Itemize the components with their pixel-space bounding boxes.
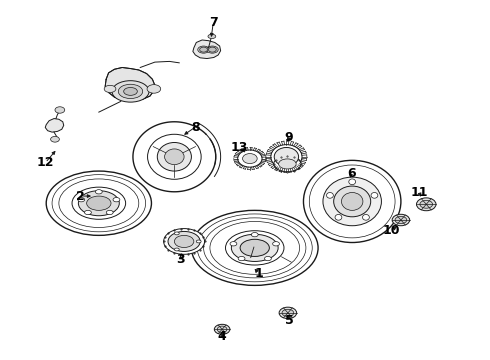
Ellipse shape [206,46,218,53]
Text: 13: 13 [230,141,248,154]
Text: 8: 8 [191,121,199,134]
Ellipse shape [157,143,192,171]
Ellipse shape [85,210,91,215]
Ellipse shape [323,177,381,226]
Ellipse shape [200,47,207,52]
Ellipse shape [78,191,119,216]
Ellipse shape [192,210,318,285]
Text: 12: 12 [36,156,54,169]
Polygon shape [105,67,155,101]
Ellipse shape [113,198,120,202]
Ellipse shape [303,160,401,243]
Ellipse shape [371,193,378,198]
Ellipse shape [78,198,85,202]
Text: 1: 1 [254,267,263,280]
Polygon shape [45,118,64,132]
Ellipse shape [46,171,151,235]
Ellipse shape [72,187,125,219]
Ellipse shape [55,107,65,113]
Ellipse shape [50,136,59,142]
Ellipse shape [279,307,296,319]
Ellipse shape [363,215,369,220]
Ellipse shape [96,190,102,194]
Ellipse shape [118,84,143,99]
Text: 5: 5 [286,314,294,327]
Ellipse shape [395,216,407,224]
Ellipse shape [104,85,116,93]
Text: 3: 3 [176,253,185,266]
Ellipse shape [238,256,245,261]
Ellipse shape [271,145,302,169]
Text: 9: 9 [285,131,293,144]
Ellipse shape [279,159,296,169]
Ellipse shape [274,148,298,166]
Ellipse shape [225,231,284,265]
Text: 4: 4 [218,330,226,343]
Ellipse shape [196,240,201,243]
Ellipse shape [416,198,436,211]
Ellipse shape [112,81,149,102]
Ellipse shape [231,234,278,261]
Ellipse shape [251,233,258,237]
Text: 10: 10 [382,224,400,237]
Ellipse shape [326,193,333,198]
Polygon shape [193,40,220,59]
Ellipse shape [392,214,410,226]
Ellipse shape [238,150,262,167]
Text: 2: 2 [76,190,85,203]
Ellipse shape [164,229,204,254]
Ellipse shape [272,242,279,246]
Ellipse shape [168,231,200,251]
Ellipse shape [420,201,433,208]
Ellipse shape [214,324,230,334]
Ellipse shape [240,239,270,256]
Ellipse shape [174,248,179,251]
Text: 11: 11 [411,186,428,199]
Ellipse shape [342,193,363,210]
Ellipse shape [174,232,179,235]
Ellipse shape [243,154,257,163]
Text: 7: 7 [209,15,218,28]
Ellipse shape [274,156,301,172]
Ellipse shape [106,210,113,215]
Ellipse shape [217,326,227,333]
Text: 6: 6 [347,167,356,180]
Ellipse shape [123,87,137,95]
Ellipse shape [230,242,237,246]
Ellipse shape [334,186,371,217]
Ellipse shape [208,34,216,39]
Ellipse shape [198,46,209,53]
Ellipse shape [265,256,271,261]
Ellipse shape [147,85,161,93]
Ellipse shape [87,196,111,210]
Ellipse shape [165,149,184,165]
Ellipse shape [349,179,356,185]
Ellipse shape [174,235,194,248]
Ellipse shape [208,47,216,52]
Ellipse shape [282,309,294,316]
Ellipse shape [335,215,342,220]
